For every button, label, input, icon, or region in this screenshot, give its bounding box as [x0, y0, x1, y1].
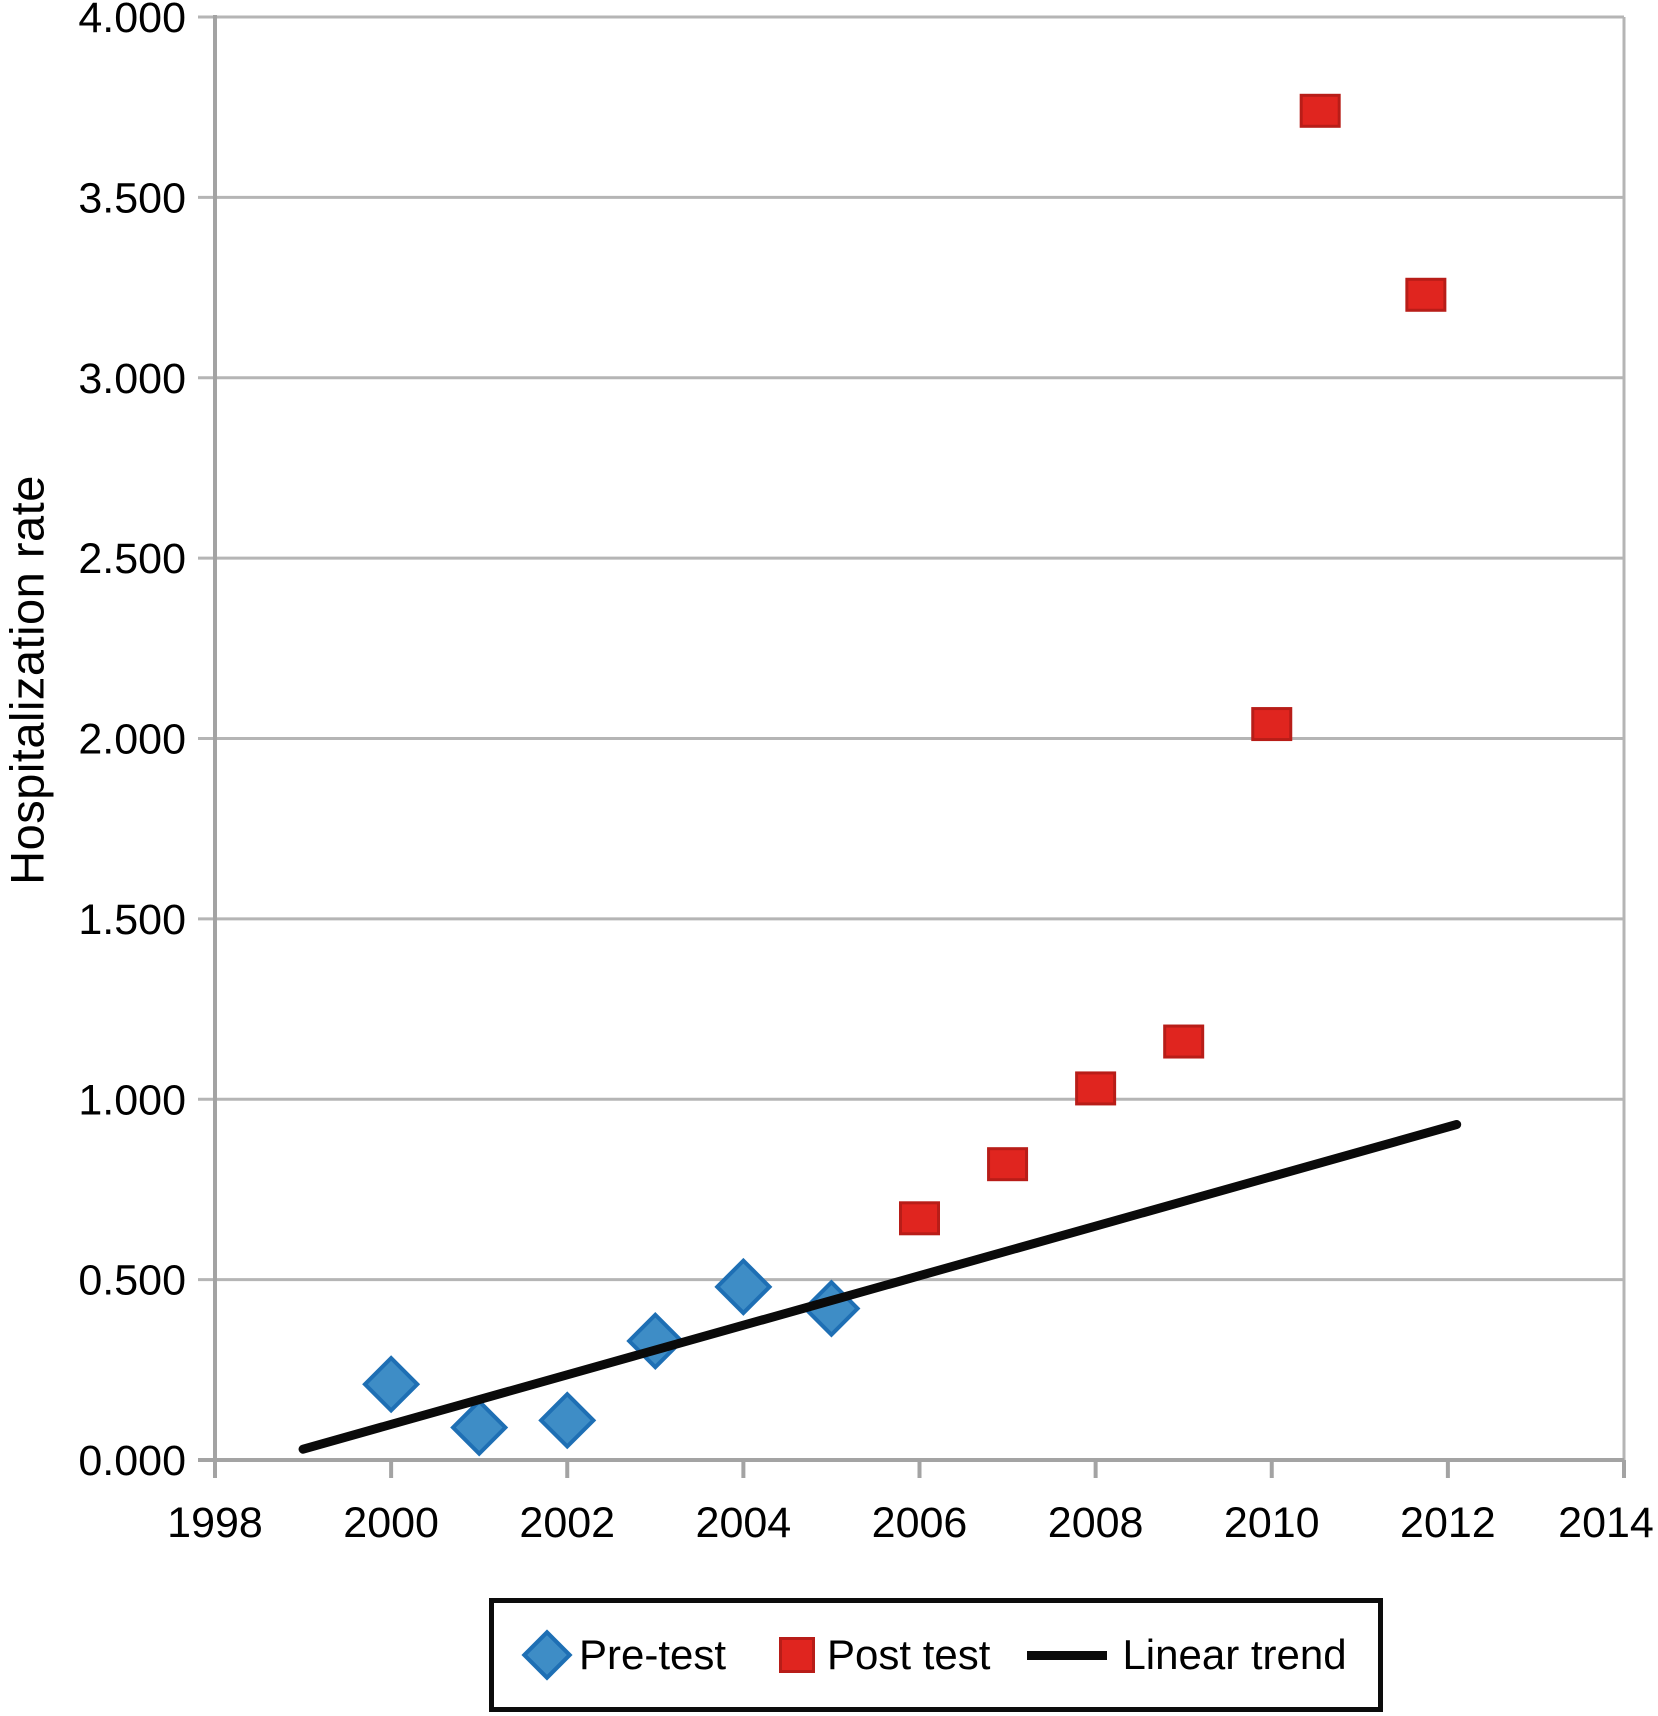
x-tick-label: 2006 — [872, 1499, 968, 1547]
pre-test-point — [450, 1398, 509, 1457]
x-tick-label: 1998 — [167, 1499, 263, 1547]
y-tick-label: 3.000 — [78, 355, 186, 403]
y-tick-label: 2.500 — [78, 535, 186, 583]
post-test-point — [1405, 277, 1447, 312]
trend-line-icon — [1027, 1650, 1108, 1660]
pre-test-point — [538, 1391, 597, 1450]
post-test-point — [987, 1147, 1029, 1182]
y-tick-label: 0.000 — [78, 1437, 186, 1485]
linear-trend-line — [298, 1120, 1462, 1454]
x-tick-label: 2014 — [1558, 1499, 1654, 1547]
post-test-point — [1299, 93, 1341, 128]
post-test-point — [899, 1201, 940, 1236]
x-tick-label: 2008 — [1048, 1499, 1144, 1547]
post-test-point — [1163, 1024, 1205, 1059]
x-tick-label: 2010 — [1224, 1499, 1320, 1547]
legend-post-test-label: Post test — [827, 1631, 991, 1678]
x-tick-label: 2002 — [519, 1499, 615, 1547]
y-tick-label: 1.000 — [78, 1076, 186, 1124]
pre-test-point — [362, 1355, 421, 1414]
y-tick-label: 0.500 — [78, 1257, 186, 1305]
post-test-point — [1075, 1071, 1117, 1106]
y-tick-label: 4.000 — [78, 0, 186, 42]
y-tick-label: 2.000 — [78, 716, 186, 764]
pre-test-point — [714, 1257, 773, 1316]
post-test-point — [1251, 707, 1293, 742]
x-tick-label: 2000 — [343, 1499, 439, 1547]
x-tick-label: 2004 — [696, 1499, 792, 1547]
legend-linear-trend-label: Linear trend — [1122, 1631, 1347, 1678]
legend: Pre-test Post test Linear trend — [489, 1598, 1383, 1712]
x-tick-label: 2012 — [1400, 1499, 1496, 1547]
post-test-square-icon — [779, 1637, 816, 1673]
y-tick-label: 1.500 — [78, 896, 186, 944]
y-tick-label: 3.500 — [78, 174, 186, 222]
y-axis-title: Hospitalization rate — [0, 475, 54, 885]
legend-pre-test-label: Pre-test — [579, 1631, 727, 1678]
pre-test-diamond-icon — [521, 1629, 573, 1681]
